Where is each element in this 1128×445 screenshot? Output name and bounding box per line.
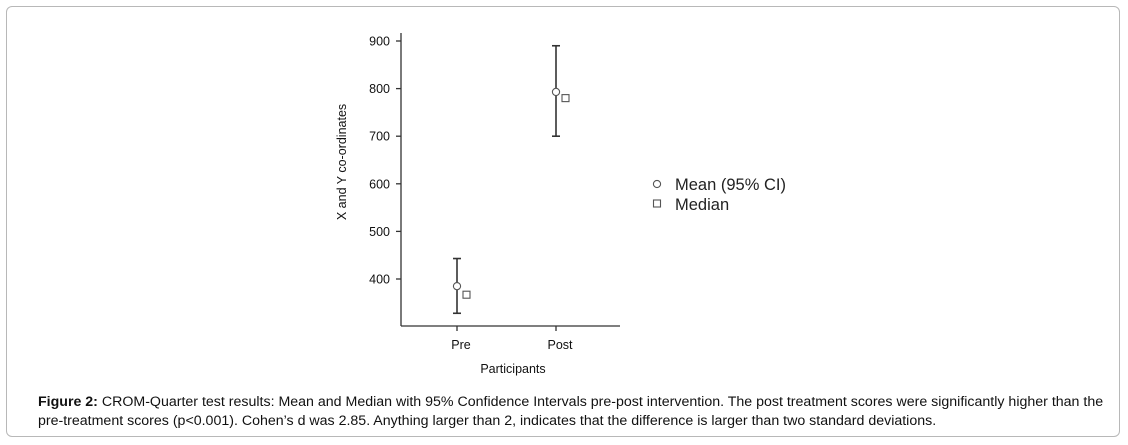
chart: 400 500 600 700 800 900 Pre Post X and Y co-or… [335,33,786,376]
y-tick-label: 400 [369,273,390,287]
legend-mean-label: Mean (95% CI) [675,176,786,194]
y-axis-title: X and Y co-ordinates [335,104,349,220]
caption-label: Figure 2: [38,394,98,410]
figure-caption: Figure 2: CROM-Quarter test results: Mea… [38,393,1108,431]
caption-text: CROM-Quarter test results: Mean and Medi… [38,394,1104,429]
y-tick-label: 800 [369,82,390,96]
figure-frame [6,6,1120,437]
x-tick-label: Post [547,338,573,352]
legend: Mean (95% CI) Median [652,176,786,214]
legend-median-label: Median [675,196,729,214]
legend-median-icon [652,199,662,208]
y-axis: 400 500 600 700 800 900 [369,33,402,326]
x-tick-label: Pre [451,338,471,352]
y-tick-label: 900 [369,35,390,49]
mean-point [452,281,462,291]
median-point [561,94,570,103]
median-point [462,290,471,299]
data-marks [452,44,570,315]
y-tick-label: 600 [369,177,390,191]
x-axis: Pre Post [401,325,620,352]
mean-point [551,87,561,97]
legend-mean-icon [652,179,662,189]
x-axis-title: Participants [480,362,545,376]
y-tick-label: 700 [369,130,390,144]
y-tick-label: 500 [369,225,390,239]
